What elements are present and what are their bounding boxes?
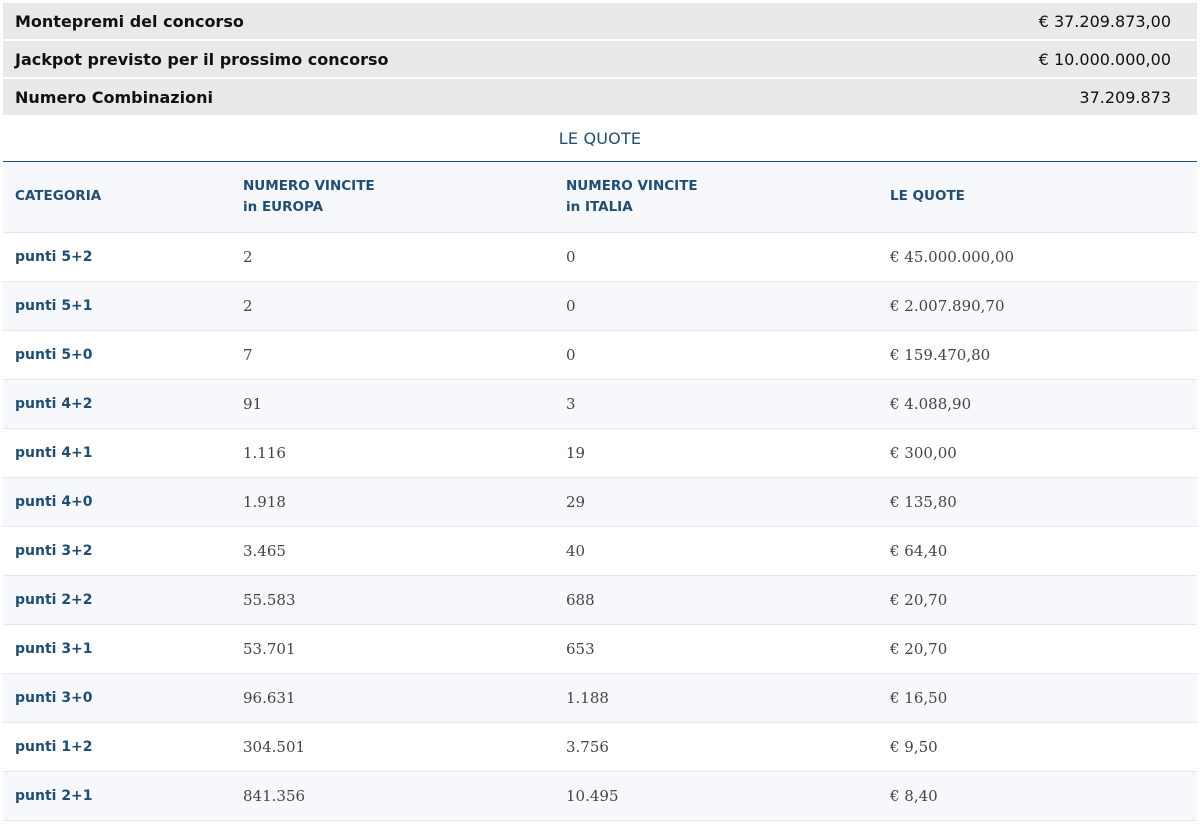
- cell-vincite-italia: 0: [566, 296, 576, 315]
- cell-quota: € 8,40: [890, 786, 938, 805]
- summary-label: Montepremi del concorso: [15, 11, 244, 31]
- summary-value: € 37.209.873,00: [1038, 11, 1171, 31]
- quote-table-body: punti 5+2 2 0 € 45.000.000,00 punti 5+1 2 0 € 2…: [3, 232, 1197, 820]
- cell-vincite-italia: 3: [566, 394, 576, 413]
- summary-row-combinazioni: Numero Combinazioni 37.209.873: [3, 79, 1197, 115]
- table-row: punti 5+1 2 0 € 2.007.890,70: [3, 281, 1197, 330]
- cell-vincite-italia: 10.495: [566, 786, 619, 805]
- header-vincite-europa: NUMERO VINCITE in EUROPA: [231, 162, 554, 232]
- cell-vincite-europa: 2: [243, 296, 253, 315]
- summary-label: Jackpot previsto per il prossimo concors…: [15, 49, 389, 69]
- cell-quota: € 16,50: [890, 688, 948, 707]
- cell-vincite-europa: 53.701: [243, 639, 296, 658]
- quote-section-title: LE QUOTE: [3, 117, 1197, 162]
- summary-panel: Montepremi del concorso € 37.209.873,00 …: [0, 0, 1200, 115]
- cell-categoria: punti 2+1: [15, 787, 93, 804]
- cell-categoria: punti 5+2: [15, 248, 93, 265]
- cell-vincite-europa: 2: [243, 247, 253, 266]
- cell-vincite-europa: 1.116: [243, 443, 286, 462]
- cell-vincite-italia: 29: [566, 492, 586, 511]
- cell-vincite-europa: 841.356: [243, 786, 306, 805]
- cell-quota: € 159.470,80: [890, 345, 991, 364]
- table-row: punti 1+2 304.501 3.756 € 9,50: [3, 722, 1197, 771]
- table-row: punti 3+2 3.465 40 € 64,40: [3, 526, 1197, 575]
- summary-value: € 10.000.000,00: [1038, 49, 1171, 69]
- header-line: in ITALIA: [566, 198, 633, 215]
- cell-categoria: punti 5+0: [15, 346, 93, 363]
- header-line: LE QUOTE: [890, 188, 965, 205]
- cell-categoria: punti 1+2: [15, 738, 93, 755]
- cell-vincite-europa: 96.631: [243, 688, 296, 707]
- cell-quota: € 20,70: [890, 639, 948, 658]
- cell-quota: € 45.000.000,00: [890, 247, 1015, 266]
- table-row: punti 2+2 55.583 688 € 20,70: [3, 575, 1197, 624]
- cell-vincite-italia: 0: [566, 345, 576, 364]
- table-row: punti 4+0 1.918 29 € 135,80: [3, 477, 1197, 526]
- cell-quota: € 4.088,90: [890, 394, 972, 413]
- cell-vincite-italia: 688: [566, 590, 595, 609]
- quote-table-header: CATEGORIA NUMERO VINCITE in EUROPA NUMER…: [3, 162, 1197, 232]
- cell-vincite-europa: 1.918: [243, 492, 286, 511]
- cell-categoria: punti 5+1: [15, 297, 93, 314]
- cell-quota: € 135,80: [890, 492, 957, 511]
- cell-categoria: punti 4+1: [15, 444, 93, 461]
- cell-categoria: punti 3+1: [15, 640, 93, 657]
- cell-quota: € 20,70: [890, 590, 948, 609]
- cell-vincite-italia: 1.188: [566, 688, 609, 707]
- cell-vincite-italia: 0: [566, 247, 576, 266]
- cell-vincite-europa: 7: [243, 345, 253, 364]
- header-line: NUMERO VINCITE: [566, 177, 698, 194]
- cell-quota: € 64,40: [890, 541, 948, 560]
- header-line: CATEGORIA: [15, 188, 102, 205]
- table-row: punti 4+1 1.116 19 € 300,00: [3, 428, 1197, 477]
- cell-categoria: punti 2+2: [15, 591, 93, 608]
- cell-quota: € 9,50: [890, 737, 938, 756]
- cell-categoria: punti 4+0: [15, 493, 93, 510]
- summary-value: 37.209.873: [1079, 87, 1171, 107]
- cell-vincite-italia: 40: [566, 541, 586, 560]
- cell-categoria: punti 3+0: [15, 689, 93, 706]
- cell-quota: € 300,00: [890, 443, 957, 462]
- header-line: in EUROPA: [243, 198, 324, 215]
- table-row: punti 3+0 96.631 1.188 € 16,50: [3, 673, 1197, 722]
- table-row: punti 3+1 53.701 653 € 20,70: [3, 624, 1197, 673]
- summary-row-montepremi: Montepremi del concorso € 37.209.873,00: [3, 3, 1197, 39]
- cell-vincite-italia: 653: [566, 639, 595, 658]
- cell-quota: € 2.007.890,70: [890, 296, 1005, 315]
- summary-label: Numero Combinazioni: [15, 87, 213, 107]
- cell-vincite-europa: 304.501: [243, 737, 306, 756]
- table-row: punti 4+2 91 3 € 4.088,90: [3, 379, 1197, 428]
- cell-vincite-europa: 3.465: [243, 541, 286, 560]
- cell-categoria: punti 3+2: [15, 542, 93, 559]
- table-row: punti 2+1 841.356 10.495 € 8,40: [3, 771, 1197, 820]
- cell-vincite-europa: 91: [243, 394, 263, 413]
- cell-vincite-italia: 3.756: [566, 737, 609, 756]
- summary-row-jackpot: Jackpot previsto per il prossimo concors…: [3, 41, 1197, 77]
- cell-vincite-europa: 55.583: [243, 590, 296, 609]
- quote-table: CATEGORIA NUMERO VINCITE in EUROPA NUMER…: [3, 162, 1197, 821]
- header-vincite-italia: NUMERO VINCITE in ITALIA: [554, 162, 878, 232]
- cell-categoria: punti 4+2: [15, 395, 93, 412]
- table-row: punti 5+0 7 0 € 159.470,80: [3, 330, 1197, 379]
- table-row: punti 5+2 2 0 € 45.000.000,00: [3, 232, 1197, 281]
- header-categoria: CATEGORIA: [3, 162, 231, 232]
- header-quote: LE QUOTE: [878, 162, 1197, 232]
- cell-vincite-italia: 19: [566, 443, 586, 462]
- header-line: NUMERO VINCITE: [243, 177, 375, 194]
